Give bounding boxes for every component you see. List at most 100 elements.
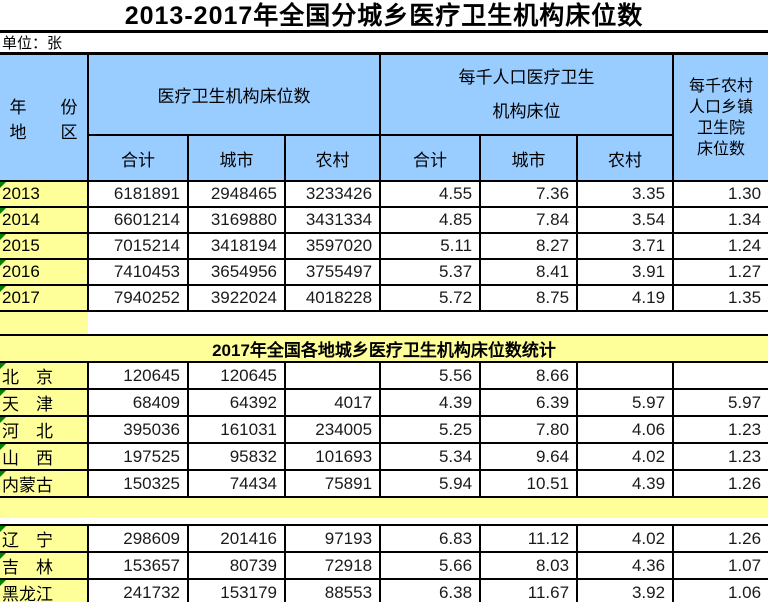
data-cell[interactable]: 8.66: [479, 361, 579, 390]
data-cell[interactable]: 161031: [187, 415, 286, 444]
data-cell[interactable]: 3169880: [187, 206, 286, 234]
data-cell[interactable]: 4017: [283, 388, 382, 417]
data-cell[interactable]: 4018228: [283, 284, 382, 312]
data-cell[interactable]: 3.71: [576, 232, 675, 260]
section-title[interactable]: 2017年全国各地城乡医疗卫生机构床位数统计: [0, 334, 768, 363]
row-label-cell[interactable]: 内蒙古: [0, 469, 89, 498]
header-urban-2[interactable]: 城市: [479, 134, 579, 182]
data-cell[interactable]: 1.23: [672, 442, 768, 471]
data-cell[interactable]: 5.97: [576, 388, 675, 417]
data-cell[interactable]: 75891: [283, 469, 382, 498]
data-cell[interactable]: 3654956: [187, 258, 286, 286]
row-label-cell[interactable]: 河 北: [0, 415, 89, 444]
data-cell[interactable]: 3418194: [187, 232, 286, 260]
data-cell[interactable]: 5.34: [379, 442, 482, 471]
data-cell[interactable]: 1.06: [672, 578, 768, 602]
data-cell[interactable]: 4.36: [576, 551, 675, 580]
data-cell[interactable]: 1.27: [672, 258, 768, 286]
data-cell[interactable]: 298609: [87, 524, 189, 553]
data-cell[interactable]: 8.75: [479, 284, 579, 312]
data-cell[interactable]: 6.83: [379, 524, 482, 553]
data-cell[interactable]: 11.12: [479, 524, 579, 553]
data-cell[interactable]: 6.38: [379, 578, 482, 602]
data-cell[interactable]: 5.11: [379, 232, 482, 260]
row-label-cell[interactable]: 北 京: [0, 361, 89, 390]
data-cell[interactable]: 4.85: [379, 206, 482, 234]
header-rural-2[interactable]: 农村: [576, 134, 675, 182]
data-cell[interactable]: 80739: [187, 551, 286, 580]
data-cell[interactable]: 8.03: [479, 551, 579, 580]
data-cell[interactable]: 64392: [187, 388, 286, 417]
data-cell[interactable]: 4.39: [379, 388, 482, 417]
data-cell[interactable]: 5.97: [672, 388, 768, 417]
header-total-2[interactable]: 合计: [379, 134, 482, 182]
row-label-cell[interactable]: 辽 宁: [0, 524, 89, 553]
data-cell[interactable]: 101693: [283, 442, 382, 471]
data-cell[interactable]: 3.91: [576, 258, 675, 286]
header-rural-township[interactable]: 每千农村 人口乡镇 卫生院 床位数: [672, 54, 768, 182]
header-rural-1[interactable]: 农村: [283, 134, 382, 182]
data-cell[interactable]: 72918: [283, 551, 382, 580]
data-cell[interactable]: 4.02: [576, 524, 675, 553]
data-cell[interactable]: 153179: [187, 578, 286, 602]
data-cell[interactable]: 5.56: [379, 361, 482, 390]
data-cell[interactable]: 5.37: [379, 258, 482, 286]
row-label-cell[interactable]: 2015: [0, 232, 89, 260]
data-cell[interactable]: 5.66: [379, 551, 482, 580]
row-label-cell[interactable]: 2014: [0, 206, 89, 234]
data-cell[interactable]: 120645: [187, 361, 286, 390]
data-cell[interactable]: 10.51: [479, 469, 579, 498]
data-cell[interactable]: 1.30: [672, 180, 768, 208]
data-cell[interactable]: 3.54: [576, 206, 675, 234]
data-cell[interactable]: 8.41: [479, 258, 579, 286]
data-cell[interactable]: 4.55: [379, 180, 482, 208]
data-cell[interactable]: 9.64: [479, 442, 579, 471]
data-cell[interactable]: 3.35: [576, 180, 675, 208]
row-label-cell[interactable]: 2016: [0, 258, 89, 286]
data-cell[interactable]: 74434: [187, 469, 286, 498]
data-cell[interactable]: 241732: [87, 578, 189, 602]
header-total-1[interactable]: 合计: [87, 134, 189, 182]
data-cell[interactable]: 68409: [87, 388, 189, 417]
header-group-beds[interactable]: 医疗卫生机构床位数: [86, 54, 382, 136]
data-cell[interactable]: 3.92: [576, 578, 675, 602]
data-cell[interactable]: 88553: [283, 578, 382, 602]
data-cell[interactable]: 7.84: [479, 206, 579, 234]
row-label-cell[interactable]: 山 西: [0, 442, 89, 471]
data-cell[interactable]: 150325: [87, 469, 189, 498]
row-label-cell[interactable]: 天 津: [0, 388, 89, 417]
data-cell[interactable]: 4.02: [576, 442, 675, 471]
data-cell[interactable]: 6601214: [87, 206, 189, 234]
data-cell[interactable]: 6181891: [87, 180, 189, 208]
data-cell[interactable]: 7410453: [87, 258, 189, 286]
data-cell[interactable]: 153657: [87, 551, 189, 580]
data-cell[interactable]: 6.39: [479, 388, 579, 417]
data-cell[interactable]: 4.06: [576, 415, 675, 444]
data-cell[interactable]: 201416: [187, 524, 286, 553]
data-cell[interactable]: 395036: [87, 415, 189, 444]
data-cell[interactable]: 3922024: [187, 284, 286, 312]
data-cell[interactable]: 234005: [283, 415, 382, 444]
data-cell[interactable]: 1.24: [672, 232, 768, 260]
header-group-per-1000[interactable]: 每千人口医疗卫生 机构床位: [379, 54, 675, 136]
data-cell[interactable]: [576, 361, 675, 390]
data-cell[interactable]: 8.27: [479, 232, 579, 260]
data-cell[interactable]: 1.34: [672, 206, 768, 234]
data-cell[interactable]: 120645: [87, 361, 189, 390]
data-cell[interactable]: [672, 361, 768, 390]
data-cell[interactable]: 5.72: [379, 284, 482, 312]
header-year-region[interactable]: 年 份 地 区: [0, 54, 89, 182]
data-cell[interactable]: 1.35: [672, 284, 768, 312]
data-cell[interactable]: 1.07: [672, 551, 768, 580]
row-label-cell[interactable]: 2017: [0, 284, 89, 312]
data-cell[interactable]: 1.23: [672, 415, 768, 444]
data-cell[interactable]: 97193: [283, 524, 382, 553]
data-cell[interactable]: 7015214: [87, 232, 189, 260]
data-cell[interactable]: 197525: [87, 442, 189, 471]
data-cell[interactable]: 4.19: [576, 284, 675, 312]
data-cell[interactable]: 2948465: [187, 180, 286, 208]
row-label-cell[interactable]: 吉 林: [0, 551, 89, 580]
data-cell[interactable]: 3597020: [283, 232, 382, 260]
data-cell[interactable]: 1.26: [672, 524, 768, 553]
data-cell[interactable]: 3755497: [283, 258, 382, 286]
